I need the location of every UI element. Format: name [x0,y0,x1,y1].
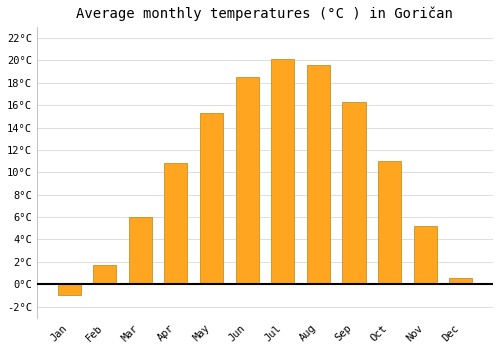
Bar [414,226,436,284]
Bar [378,161,401,284]
Bar [128,217,152,284]
Bar [307,65,330,284]
Title: Average monthly temperatures (°C ) in Goričan: Average monthly temperatures (°C ) in Go… [76,7,454,21]
Bar [200,113,223,284]
Bar [58,284,80,295]
Bar [93,265,116,284]
Bar [236,77,258,284]
Bar [449,278,472,284]
Bar [164,163,188,284]
Bar [271,59,294,284]
Bar [342,102,365,284]
